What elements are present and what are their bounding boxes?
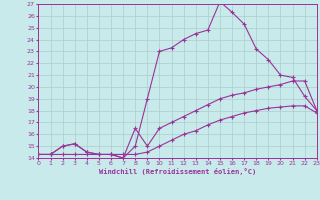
X-axis label: Windchill (Refroidissement éolien,°C): Windchill (Refroidissement éolien,°C) [99,168,256,175]
